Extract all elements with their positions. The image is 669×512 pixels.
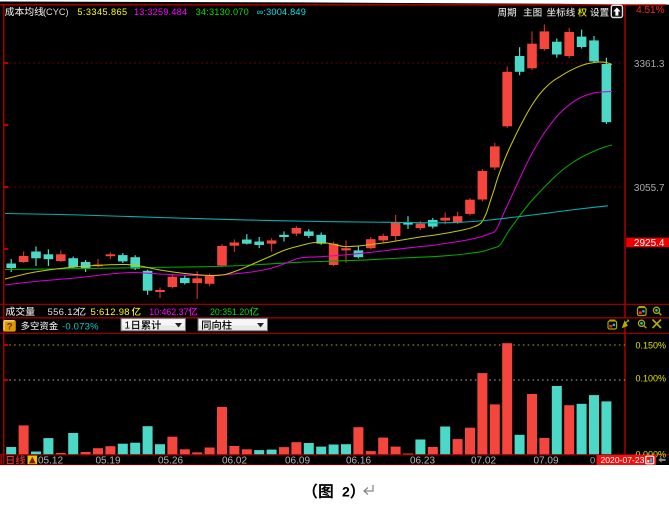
svg-text:05.12: 05.12: [38, 456, 63, 467]
svg-text:∞:3004.849: ∞:3004.849: [257, 7, 306, 17]
svg-text:2: 2: [342, 484, 350, 500]
svg-text:06.02: 06.02: [222, 456, 247, 467]
svg-text:06.16: 06.16: [346, 456, 371, 467]
svg-text:?: ?: [7, 322, 13, 333]
svg-text:2925.4: 2925.4: [634, 238, 665, 249]
svg-text:0.000%: 0.000%: [635, 449, 666, 459]
svg-text:4.51%: 4.51%: [636, 5, 664, 16]
svg-text:07.09: 07.09: [534, 456, 559, 467]
svg-text:2020-07-23: 2020-07-23: [601, 455, 645, 465]
svg-text:(CYC): (CYC): [43, 7, 69, 17]
svg-text:06.09: 06.09: [285, 456, 310, 467]
svg-text:3361.3: 3361.3: [634, 59, 665, 70]
svg-text:20:351.20: 20:351.20: [210, 307, 249, 317]
svg-text:0: 0: [590, 455, 595, 465]
svg-text:07.02: 07.02: [471, 456, 496, 467]
svg-text:10:462.37: 10:462.37: [149, 307, 188, 317]
svg-text:3055.7: 3055.7: [634, 183, 665, 194]
svg-text:0.100%: 0.100%: [635, 374, 666, 384]
svg-text:05.19: 05.19: [96, 456, 121, 467]
svg-text:34:3130.070: 34:3130.070: [196, 7, 249, 17]
svg-text:5:3345.865: 5:3345.865: [77, 7, 127, 17]
svg-text:-0.073%: -0.073%: [62, 321, 99, 332]
svg-text:556.12: 556.12: [48, 307, 79, 318]
svg-text:0.150%: 0.150%: [635, 340, 666, 350]
svg-text:1: 1: [125, 321, 131, 332]
svg-text:06.23: 06.23: [410, 456, 435, 467]
svg-text:13:3259.484: 13:3259.484: [134, 7, 187, 17]
svg-text:05.26: 05.26: [158, 456, 183, 467]
svg-text:5:612.98: 5:612.98: [91, 307, 130, 318]
